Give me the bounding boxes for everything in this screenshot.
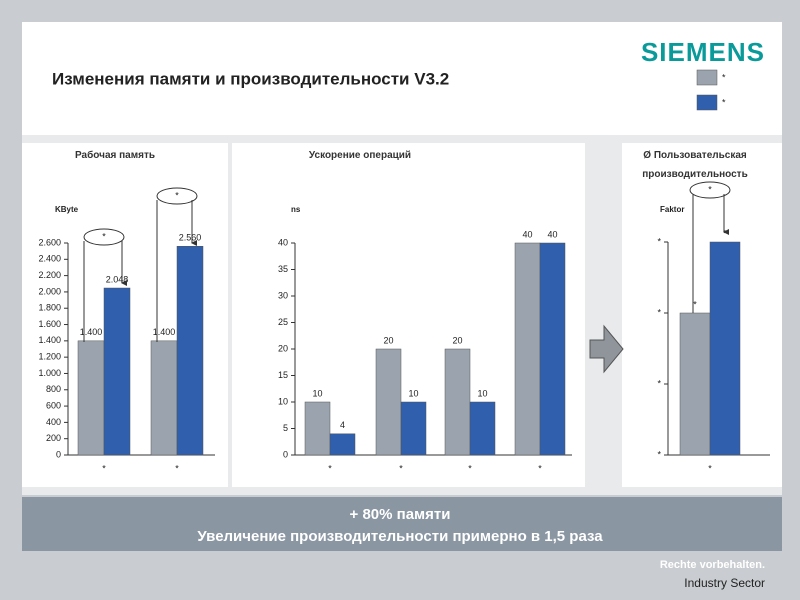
y-tick-label: 2.200 [38,270,61,280]
annotation: * [708,184,712,194]
legend-swatch [696,94,718,111]
y-tick-label: 25 [278,317,288,327]
y-tick-label: 5 [283,423,288,433]
bar [176,246,204,456]
y-tick-label: 1.200 [38,352,61,362]
bar [103,287,131,456]
value-label: 1.400 [153,327,176,337]
y-axis-label: Faktor [660,205,684,214]
x-tick-label: * [708,463,712,473]
x-tick-label: * [399,463,403,473]
value-label: 2.560 [179,233,202,243]
legend-swatch [696,69,718,86]
y-axis-label: ns [291,205,301,214]
y-tick-label: 2.400 [38,254,61,264]
y-axis-label: KByte [55,205,79,214]
header-area [22,22,782,135]
value-label: 10 [408,388,418,398]
y-tick-label: 35 [278,264,288,274]
y-tick-label: 30 [278,290,288,300]
y-tick-label: 400 [46,417,61,427]
x-tick-label: * [468,463,472,473]
y-tick-label: 2.600 [38,237,61,247]
value-label: 10 [312,388,322,398]
footer-text: Rechte vorbehalten. [660,559,765,571]
y-tick-label: 2.000 [38,286,61,296]
value-label: * [693,299,697,309]
annotation-ellipse [83,228,125,246]
y-tick-label: 0 [283,449,288,459]
bar [709,241,741,456]
annotation: * [102,231,106,241]
y-tick-label: * [657,378,661,388]
chart-title: Ускорение операций [308,150,412,161]
y-tick-label: 600 [46,400,61,410]
y-tick-label: 20 [278,343,288,353]
bar [304,401,331,456]
y-tick-label: 0 [56,449,61,459]
annotation-ellipse [689,181,731,199]
y-tick-label: 15 [278,370,288,380]
y-tick-label: 1.000 [38,368,61,378]
y-tick-label: * [657,236,661,246]
bar [514,242,541,456]
value-label: 40 [522,229,532,239]
arrow [589,324,624,374]
bar [150,340,178,456]
value-label: 4 [340,420,345,430]
bar [444,348,471,456]
x-tick-label: * [328,463,332,473]
bar [539,242,566,456]
value-label: 10 [477,388,487,398]
banner [22,497,782,551]
y-tick-label: 1.800 [38,303,61,313]
value-label: 40 [547,229,557,239]
logo: SIEMENS [641,37,765,67]
y-tick-label: 1.400 [38,335,61,345]
x-tick-label: * [175,463,179,473]
y-tick-label: * [657,307,661,317]
bar [400,401,427,456]
footer-text: Industry Sector [684,576,765,590]
slide-title: Изменения памяти и производительности V3… [52,69,449,88]
y-tick-label: * [657,449,661,459]
x-tick-label: * [538,463,542,473]
y-tick-label: 1.600 [38,319,61,329]
bar [469,401,496,456]
chart-title: Рабочая память [75,150,155,161]
chart-title: Ø Пользовательская производительность [642,150,748,180]
y-tick-label: 200 [46,433,61,443]
y-tick-label: 10 [278,396,288,406]
bar [375,348,402,456]
bar [77,340,105,456]
y-tick-label: 40 [278,237,288,247]
value-label: 20 [383,335,393,345]
value-label: 20 [452,335,462,345]
legend-label: * [722,72,726,82]
bar [329,433,356,456]
banner-text: Увеличение производительности примерно в… [197,528,603,545]
value-label: 2.048 [106,274,129,284]
bar [679,312,711,456]
annotation: * [175,190,179,200]
banner-text: + 80% памяти [350,506,451,523]
annotation-ellipse [156,187,198,205]
value-label: 1.400 [80,327,103,337]
y-tick-label: 800 [46,384,61,394]
x-tick-label: * [102,463,106,473]
legend-label: * [722,97,726,107]
